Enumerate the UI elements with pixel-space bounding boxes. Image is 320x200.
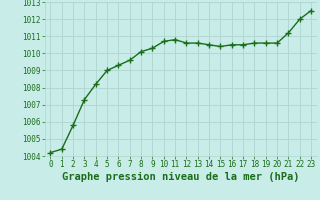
X-axis label: Graphe pression niveau de la mer (hPa): Graphe pression niveau de la mer (hPa) [62,172,300,182]
